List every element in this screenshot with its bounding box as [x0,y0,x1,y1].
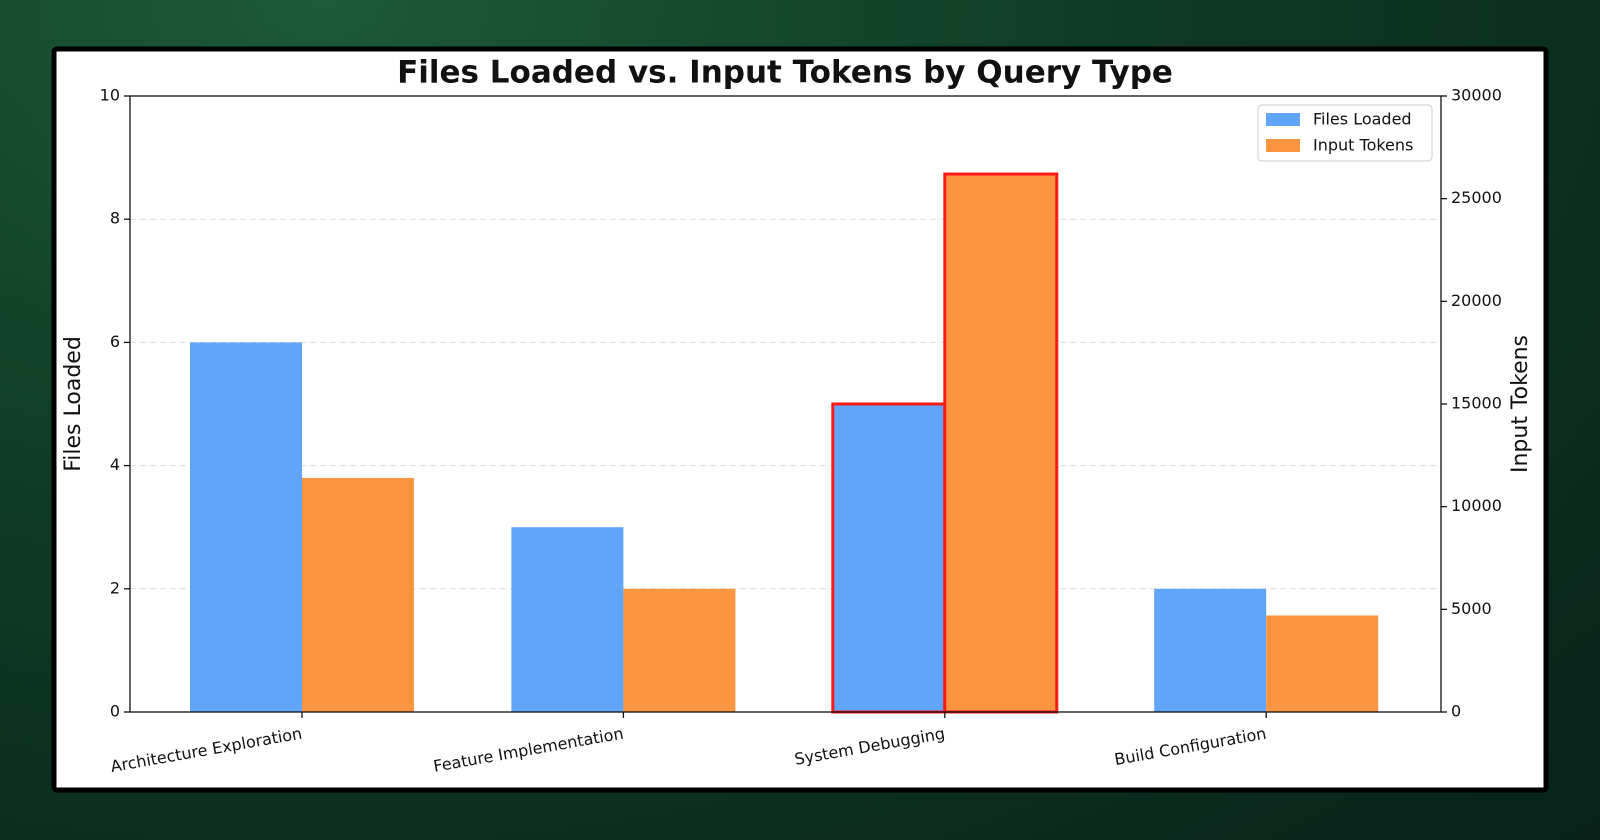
y-tick-label: 0 [110,702,120,721]
y2-tick-label: 0 [1451,702,1461,721]
chart-title: Files Loaded vs. Input Tokens by Query T… [397,55,1173,91]
bar [943,172,1059,714]
legend-swatch [1266,113,1300,126]
y-tick-label: 8 [110,209,120,228]
y-tick-label: 6 [110,332,120,351]
bar [1154,588,1267,712]
y2-tick-label: 15000 [1451,394,1502,413]
bar [190,342,302,712]
legend: Files Loaded Input Tokens [1257,104,1433,162]
y-tick-label: 10 [100,86,120,105]
bar [302,477,414,712]
y2-tick-label: 10000 [1451,496,1502,515]
y2-tick-label: 30000 [1451,86,1502,105]
legend-label: Files Loaded [1313,110,1412,129]
y2-tick-label: 5000 [1451,599,1492,618]
y-tick-label: 2 [110,578,120,597]
legend-swatch [1266,139,1300,152]
y2-tick-label: 20000 [1451,291,1502,310]
y2-tick-label: 25000 [1451,188,1502,207]
legend-label: Input Tokens [1313,136,1413,155]
y-axis-label: Files Loaded [61,336,86,472]
y2-axis-label: Input Tokens [1508,335,1533,473]
plot-frame [129,95,1442,713]
bar [511,527,624,712]
bar [831,402,947,714]
y-tick-label: 4 [110,455,120,474]
bar [623,588,736,712]
bar [1266,615,1379,712]
legend-box [1257,104,1433,162]
